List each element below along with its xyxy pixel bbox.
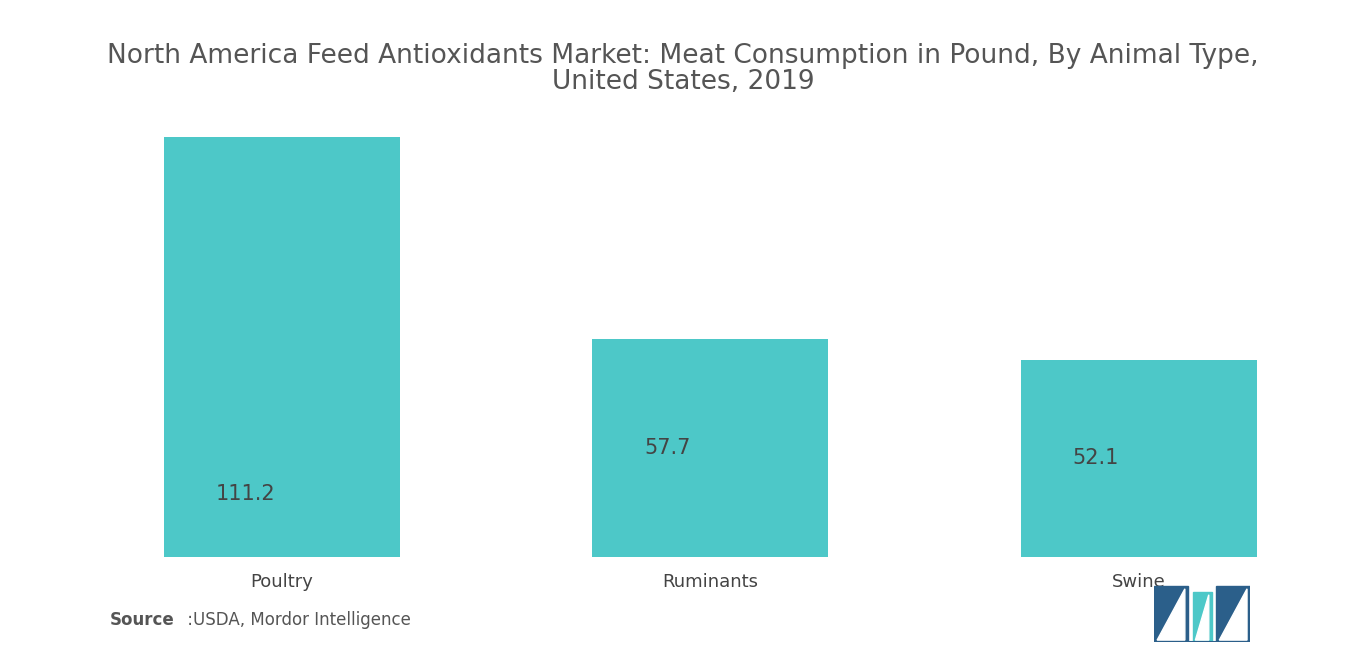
Polygon shape (1220, 589, 1247, 640)
Polygon shape (1217, 586, 1250, 642)
Text: Source: Source (109, 611, 173, 629)
Bar (593, 339, 828, 557)
Text: :USDA, Mordor Intelligence: :USDA, Mordor Intelligence (182, 611, 411, 629)
Bar (164, 137, 400, 557)
Text: 57.7: 57.7 (645, 438, 691, 458)
Text: 52.1: 52.1 (1072, 449, 1119, 468)
Polygon shape (1154, 586, 1188, 642)
Text: 111.2: 111.2 (216, 484, 276, 504)
Polygon shape (1157, 589, 1184, 640)
Bar (1020, 360, 1257, 557)
Polygon shape (1195, 595, 1209, 640)
Text: North America Feed Antioxidants Market: Meat Consumption in Pound, By Animal Typ: North America Feed Antioxidants Market: … (107, 43, 1259, 69)
Polygon shape (1193, 592, 1212, 642)
Text: United States, 2019: United States, 2019 (552, 69, 814, 95)
